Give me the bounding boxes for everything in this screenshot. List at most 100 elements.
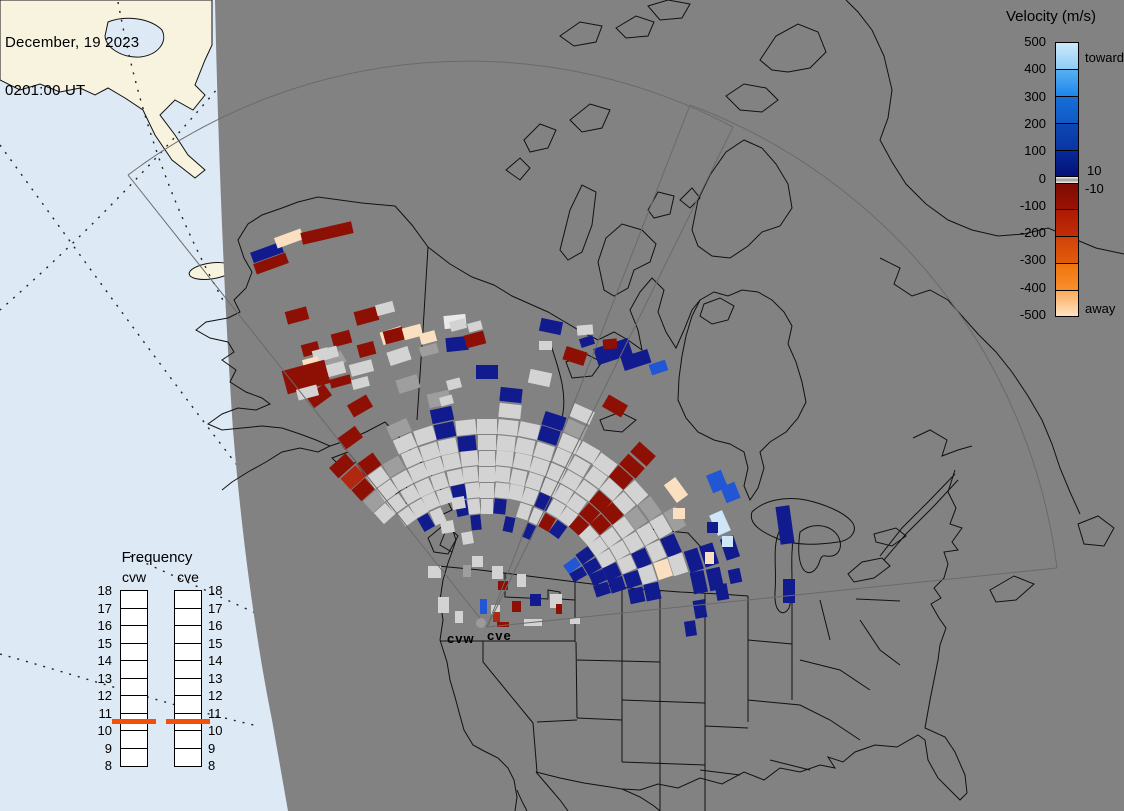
neg-threshold-label: -10 <box>1085 181 1104 196</box>
freq-tick-left-12: 12 <box>97 688 112 703</box>
freq-marker-cve <box>166 719 210 725</box>
colorbar-title: Velocity (m/s) <box>1006 8 1097 25</box>
colorbar-segment <box>1056 291 1078 316</box>
colorbar-segment <box>1056 151 1078 177</box>
freq-tick-right-13: 13 <box>208 670 223 686</box>
coastlines <box>195 0 1124 811</box>
freq-cell <box>121 609 147 626</box>
map-label-cve: cve <box>487 628 512 643</box>
echo-cell <box>479 598 487 614</box>
echo-cell <box>511 600 521 612</box>
colorbar-segment <box>1056 177 1078 184</box>
colorbar-tick--200: -200 <box>1019 225 1046 241</box>
freq-tick-right-17: 17 <box>208 600 223 616</box>
colorbar-tick-200: 200 <box>1024 115 1046 131</box>
freq-tick-left-9: 9 <box>104 740 112 756</box>
freq-tick-left-13: 13 <box>97 670 112 686</box>
echo-cell <box>455 611 463 623</box>
echo-cell <box>704 552 714 564</box>
colorbar-tick-300: 300 <box>1024 88 1046 104</box>
echo-cell <box>570 618 580 624</box>
freq-tick-right-14: 14 <box>208 653 223 668</box>
freq-tick-left-17: 17 <box>97 600 112 616</box>
freq-cell <box>121 591 147 609</box>
map-label-cvw: cvw <box>447 631 475 646</box>
velocity-colorbar <box>1055 42 1079 317</box>
freq-tick-right-8: 8 <box>208 758 216 773</box>
freq-cell <box>175 644 201 661</box>
freq-tick-right-15: 15 <box>208 635 223 651</box>
freq-cell <box>175 714 201 731</box>
echo-cell <box>529 594 541 606</box>
freq-tick-left-16: 16 <box>97 618 112 633</box>
echo-cell <box>516 573 526 587</box>
echo-cell <box>480 498 493 514</box>
freq-cell <box>121 714 147 731</box>
time-line: 0201:00 UT <box>5 82 86 99</box>
colorbar-tick--500: -500 <box>1019 307 1046 322</box>
echo-cell <box>480 482 494 498</box>
echo-cell <box>783 579 795 603</box>
echo-cell <box>479 466 495 482</box>
freq-tick-left-15: 15 <box>97 635 112 651</box>
freq-cell <box>175 696 201 714</box>
freq-cell <box>175 591 201 609</box>
freq-cell <box>175 626 201 644</box>
freq-cell <box>121 644 147 661</box>
colorbar-segment <box>1056 97 1078 124</box>
echo-cell <box>538 340 552 350</box>
freq-cell <box>175 731 201 749</box>
echo-cell <box>492 612 500 622</box>
freq-bar-cve <box>174 590 202 767</box>
colorbar-tick-500: 500 <box>1024 34 1046 49</box>
freq-tick-left-10: 10 <box>97 723 112 738</box>
echo-cell <box>721 535 733 547</box>
day-land <box>0 0 234 280</box>
freq-col-label-cvw: cvw <box>121 569 147 585</box>
colorbar-segment <box>1056 124 1078 151</box>
colorbar-tick-400: 400 <box>1024 61 1046 77</box>
freq-tick-left-8: 8 <box>104 758 112 773</box>
colorbar-segment <box>1056 237 1078 264</box>
freq-tick-right-12: 12 <box>208 688 223 703</box>
echo-cell <box>673 507 685 519</box>
colorbar-segment <box>1056 43 1078 70</box>
colorbar-segment <box>1056 70 1078 97</box>
colorbar-tick--300: -300 <box>1019 252 1046 268</box>
frequency-title: Frequency <box>121 549 193 566</box>
colorbar-tick--100: -100 <box>1019 197 1046 213</box>
echo-cell <box>476 365 498 379</box>
colorbar-segment <box>1056 210 1078 237</box>
echo-cell <box>706 521 718 533</box>
freq-cell <box>175 749 201 767</box>
freq-cell <box>121 679 147 696</box>
freq-tick-right-10: 10 <box>208 723 223 738</box>
freq-tick-left-11: 11 <box>98 705 113 721</box>
freq-cell <box>175 609 201 626</box>
radar-site-dot <box>476 618 486 628</box>
freq-tick-right-9: 9 <box>208 740 216 756</box>
freq-tick-left-14: 14 <box>97 653 112 668</box>
colorbar-segment <box>1056 184 1078 210</box>
freq-cell <box>121 626 147 644</box>
freq-tick-left-18: 18 <box>97 583 112 598</box>
freq-cell <box>121 696 147 714</box>
freq-tick-right-11: 11 <box>208 705 222 721</box>
freq-tick-right-16: 16 <box>208 618 223 633</box>
echo-cell <box>497 621 509 627</box>
echo-cell <box>491 565 503 579</box>
echo-cell <box>477 434 497 450</box>
freq-tick-right-18: 18 <box>208 583 223 598</box>
echo-cell <box>427 566 441 578</box>
freq-cell <box>121 661 147 679</box>
pos-threshold-label: 10 <box>1087 163 1102 178</box>
fov-boundaries <box>127 60 1058 628</box>
freq-cell <box>121 731 147 749</box>
toward-label: toward <box>1085 50 1124 65</box>
colorbar-segment <box>1056 264 1078 291</box>
colorbar-tick-0: 0 <box>1038 170 1046 186</box>
freq-cell <box>175 679 201 696</box>
